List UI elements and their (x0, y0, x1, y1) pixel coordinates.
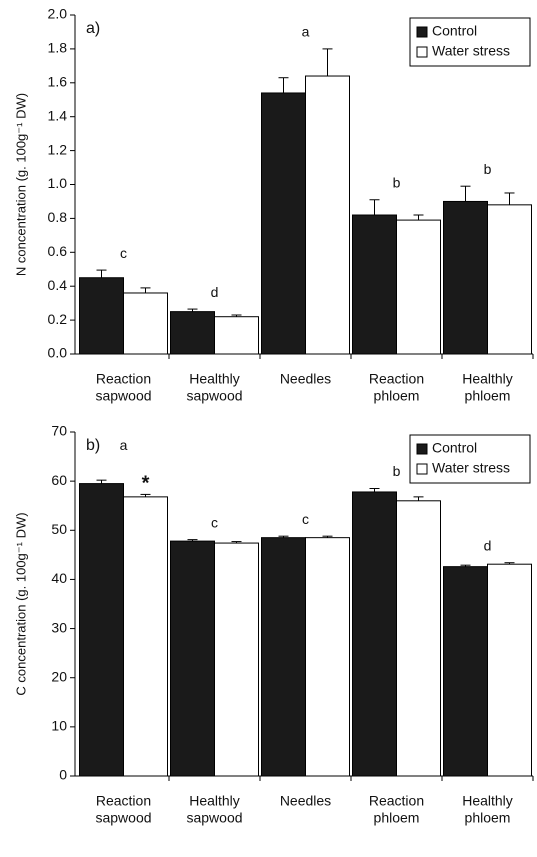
bar (170, 540, 215, 777)
bar (214, 542, 259, 777)
x-tick-label: phloem (374, 810, 420, 826)
x-tick-label: sapwood (186, 388, 242, 404)
legend-box (409, 17, 531, 67)
group-label: d (211, 284, 219, 300)
x-tick-label: phloem (374, 388, 420, 404)
y-tick-label: 60 (51, 472, 67, 488)
bar (352, 214, 397, 355)
bar (214, 316, 259, 355)
x-tick-label: Healthly (462, 371, 513, 387)
x-tick-label: Reaction (369, 793, 424, 809)
group-label: b (393, 463, 401, 479)
panel-label: a) (86, 20, 100, 37)
y-tick-label: 0.8 (48, 209, 68, 225)
x-tick-label: Reaction (369, 371, 424, 387)
bar (396, 219, 441, 355)
bar (123, 292, 168, 355)
x-tick-label: sapwood (95, 388, 151, 404)
panel-label: b) (86, 437, 100, 454)
bar (352, 491, 397, 777)
y-tick-label: 0 (59, 767, 67, 783)
legend-box (409, 434, 531, 484)
bar (123, 496, 168, 777)
legend-label: Water stress (432, 43, 510, 59)
x-tick-label: Needles (280, 793, 331, 809)
legend-label: Water stress (432, 460, 510, 476)
bar (305, 75, 350, 355)
annotation: * (142, 473, 150, 495)
y-tick-label: 50 (51, 521, 67, 537)
group-label: d (484, 537, 492, 553)
y-axis-label: N concentration (g. 100g⁻¹ DW) (13, 93, 28, 276)
x-tick-label: Healthly (189, 371, 240, 387)
y-tick-label: 10 (51, 718, 67, 734)
group-label: b (393, 174, 401, 190)
group-label: b (484, 161, 492, 177)
group-label: c (120, 245, 127, 261)
legend-swatch (416, 463, 428, 475)
x-tick-label: Needles (280, 371, 331, 387)
bar (487, 563, 532, 777)
y-tick-label: 40 (51, 570, 67, 586)
y-tick-label: 2.0 (48, 6, 68, 22)
legend-swatch (416, 46, 428, 58)
bar (443, 566, 488, 777)
y-tick-label: 20 (51, 668, 67, 684)
bar (487, 204, 532, 355)
x-tick-label: Reaction (96, 793, 151, 809)
y-tick-label: 1.4 (48, 107, 68, 123)
y-tick-label: 0.0 (48, 345, 68, 361)
bar (305, 537, 350, 777)
group-label: a (302, 24, 310, 40)
y-tick-label: 1.6 (48, 74, 68, 90)
bar (261, 92, 306, 355)
y-tick-label: 1.2 (48, 141, 68, 157)
y-tick-label: 0.4 (48, 277, 68, 293)
bar (396, 500, 441, 777)
y-tick-label: 1.8 (48, 40, 68, 56)
y-tick-label: 0.2 (48, 311, 68, 327)
x-tick-label: phloem (465, 810, 511, 826)
y-tick-label: 0.6 (48, 243, 68, 259)
x-tick-label: Healthly (189, 793, 240, 809)
x-tick-label: sapwood (95, 810, 151, 826)
bar (79, 483, 124, 777)
bar (170, 311, 215, 355)
x-tick-label: Reaction (96, 371, 151, 387)
x-tick-label: Healthly (462, 793, 513, 809)
legend-swatch (416, 443, 428, 455)
y-tick-label: 1.0 (48, 175, 68, 191)
bar (79, 277, 124, 355)
y-tick-label: 30 (51, 619, 67, 635)
bar (443, 200, 488, 355)
x-tick-label: sapwood (186, 810, 242, 826)
bar (261, 537, 306, 777)
group-label: c (211, 514, 218, 530)
legend-swatch (416, 26, 428, 38)
group-label: c (302, 511, 309, 527)
legend-label: Control (432, 23, 477, 39)
x-tick-label: phloem (465, 388, 511, 404)
legend-label: Control (432, 440, 477, 456)
y-axis-label: C concentration (g. 100g⁻¹ DW) (13, 512, 28, 695)
y-tick-label: 70 (51, 423, 67, 439)
group-label: a (120, 437, 128, 453)
